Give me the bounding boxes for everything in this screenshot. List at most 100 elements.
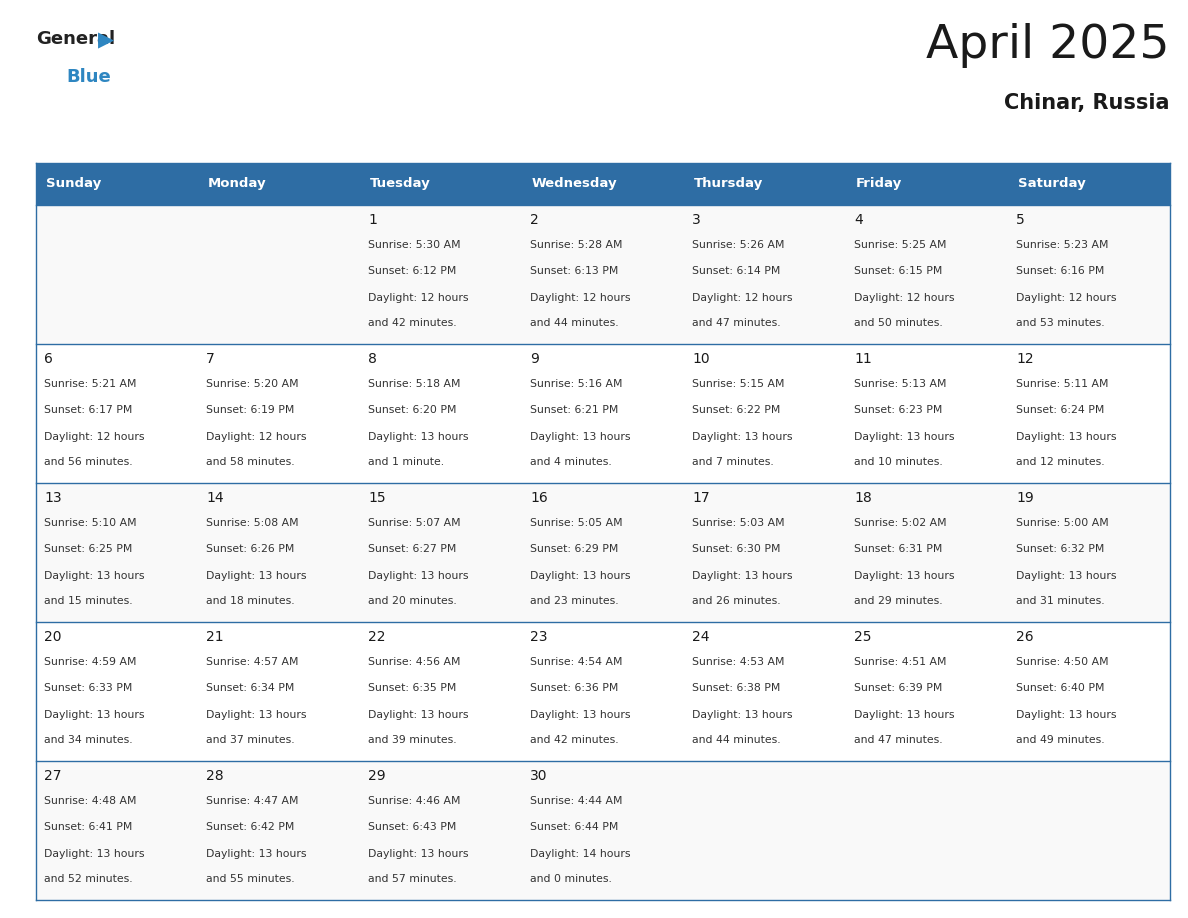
Text: and 15 minutes.: and 15 minutes. <box>44 596 133 606</box>
Text: Sunrise: 5:07 AM: Sunrise: 5:07 AM <box>368 518 461 528</box>
Text: 2: 2 <box>530 213 539 228</box>
Text: Sunrise: 5:05 AM: Sunrise: 5:05 AM <box>530 518 623 528</box>
Text: Sunrise: 4:44 AM: Sunrise: 4:44 AM <box>530 796 623 806</box>
Text: Daylight: 12 hours: Daylight: 12 hours <box>44 431 145 442</box>
Text: Thursday: Thursday <box>694 177 763 191</box>
Text: Sunday: Sunday <box>45 177 101 191</box>
Text: Daylight: 13 hours: Daylight: 13 hours <box>1016 710 1117 720</box>
Text: Sunset: 6:35 PM: Sunset: 6:35 PM <box>368 683 456 693</box>
Text: Sunrise: 4:47 AM: Sunrise: 4:47 AM <box>206 796 298 806</box>
Bar <box>36 163 1170 205</box>
Text: and 34 minutes.: and 34 minutes. <box>44 734 133 744</box>
Text: Daylight: 13 hours: Daylight: 13 hours <box>530 571 631 580</box>
Text: Daylight: 12 hours: Daylight: 12 hours <box>693 293 792 303</box>
Bar <box>36 761 1170 900</box>
Text: 8: 8 <box>368 353 377 366</box>
Text: and 53 minutes.: and 53 minutes. <box>1016 318 1105 328</box>
Text: Wednesday: Wednesday <box>532 177 618 191</box>
Text: 6: 6 <box>44 353 53 366</box>
Text: Sunset: 6:33 PM: Sunset: 6:33 PM <box>44 683 133 693</box>
Text: Sunset: 6:31 PM: Sunset: 6:31 PM <box>854 544 942 554</box>
Text: and 23 minutes.: and 23 minutes. <box>530 596 619 606</box>
Text: Sunset: 6:13 PM: Sunset: 6:13 PM <box>530 266 619 276</box>
Text: Sunset: 6:25 PM: Sunset: 6:25 PM <box>44 544 133 554</box>
Text: Sunrise: 5:21 AM: Sunrise: 5:21 AM <box>44 379 137 388</box>
Text: Sunrise: 5:11 AM: Sunrise: 5:11 AM <box>1016 379 1108 388</box>
Text: Sunrise: 5:26 AM: Sunrise: 5:26 AM <box>693 240 784 250</box>
Text: 24: 24 <box>693 631 709 644</box>
Text: and 42 minutes.: and 42 minutes. <box>530 734 619 744</box>
Text: Chinar, Russia: Chinar, Russia <box>1005 93 1170 113</box>
Text: 12: 12 <box>1016 353 1034 366</box>
Text: Sunrise: 5:28 AM: Sunrise: 5:28 AM <box>530 240 623 250</box>
Text: Daylight: 13 hours: Daylight: 13 hours <box>693 710 792 720</box>
Text: 22: 22 <box>368 631 386 644</box>
Text: 1: 1 <box>368 213 377 228</box>
Text: Sunset: 6:40 PM: Sunset: 6:40 PM <box>1016 683 1105 693</box>
Text: ▶: ▶ <box>97 30 114 50</box>
Text: Monday: Monday <box>208 177 266 191</box>
Text: Sunset: 6:38 PM: Sunset: 6:38 PM <box>693 683 781 693</box>
Text: and 0 minutes.: and 0 minutes. <box>530 874 612 884</box>
Text: Sunrise: 5:15 AM: Sunrise: 5:15 AM <box>693 379 784 388</box>
Text: Daylight: 13 hours: Daylight: 13 hours <box>368 431 468 442</box>
Text: 15: 15 <box>368 491 386 505</box>
Text: Sunrise: 4:50 AM: Sunrise: 4:50 AM <box>1016 656 1108 666</box>
Text: Daylight: 13 hours: Daylight: 13 hours <box>206 571 307 580</box>
Text: April 2025: April 2025 <box>927 23 1170 68</box>
Text: and 52 minutes.: and 52 minutes. <box>44 874 133 884</box>
Text: Sunrise: 5:23 AM: Sunrise: 5:23 AM <box>1016 240 1108 250</box>
Text: Daylight: 13 hours: Daylight: 13 hours <box>368 848 468 858</box>
Text: Sunset: 6:19 PM: Sunset: 6:19 PM <box>206 405 295 415</box>
Text: 16: 16 <box>530 491 548 505</box>
Text: and 50 minutes.: and 50 minutes. <box>854 318 943 328</box>
Text: Daylight: 12 hours: Daylight: 12 hours <box>206 431 307 442</box>
Text: 11: 11 <box>854 353 872 366</box>
Text: General: General <box>36 30 115 48</box>
Text: Sunrise: 5:20 AM: Sunrise: 5:20 AM <box>206 379 298 388</box>
Text: Daylight: 13 hours: Daylight: 13 hours <box>693 431 792 442</box>
Text: Daylight: 13 hours: Daylight: 13 hours <box>693 571 792 580</box>
Text: Sunset: 6:29 PM: Sunset: 6:29 PM <box>530 544 619 554</box>
Text: Sunset: 6:24 PM: Sunset: 6:24 PM <box>1016 405 1105 415</box>
Text: Daylight: 13 hours: Daylight: 13 hours <box>368 710 468 720</box>
Text: Sunset: 6:15 PM: Sunset: 6:15 PM <box>854 266 942 276</box>
Text: and 44 minutes.: and 44 minutes. <box>530 318 619 328</box>
Text: Sunset: 6:41 PM: Sunset: 6:41 PM <box>44 823 133 832</box>
Text: Sunrise: 5:16 AM: Sunrise: 5:16 AM <box>530 379 623 388</box>
Text: Sunrise: 5:02 AM: Sunrise: 5:02 AM <box>854 518 947 528</box>
Text: Sunrise: 5:10 AM: Sunrise: 5:10 AM <box>44 518 137 528</box>
Text: and 37 minutes.: and 37 minutes. <box>206 734 295 744</box>
Text: Daylight: 12 hours: Daylight: 12 hours <box>1016 293 1117 303</box>
Text: and 57 minutes.: and 57 minutes. <box>368 874 456 884</box>
Text: Daylight: 13 hours: Daylight: 13 hours <box>854 431 955 442</box>
Text: Daylight: 13 hours: Daylight: 13 hours <box>530 710 631 720</box>
Text: 26: 26 <box>1016 631 1034 644</box>
Text: Sunset: 6:36 PM: Sunset: 6:36 PM <box>530 683 619 693</box>
Text: 23: 23 <box>530 631 548 644</box>
Text: and 4 minutes.: and 4 minutes. <box>530 456 612 466</box>
Text: Daylight: 13 hours: Daylight: 13 hours <box>1016 571 1117 580</box>
Text: Sunset: 6:34 PM: Sunset: 6:34 PM <box>206 683 295 693</box>
Text: Sunrise: 4:57 AM: Sunrise: 4:57 AM <box>206 656 298 666</box>
Text: Sunrise: 5:30 AM: Sunrise: 5:30 AM <box>368 240 461 250</box>
Bar <box>36 205 1170 344</box>
Text: 14: 14 <box>206 491 223 505</box>
Text: Daylight: 13 hours: Daylight: 13 hours <box>206 710 307 720</box>
Text: 5: 5 <box>1016 213 1025 228</box>
Text: and 44 minutes.: and 44 minutes. <box>693 734 781 744</box>
Text: and 47 minutes.: and 47 minutes. <box>693 318 781 328</box>
Text: Sunset: 6:17 PM: Sunset: 6:17 PM <box>44 405 133 415</box>
Text: Blue: Blue <box>67 68 110 86</box>
Text: and 10 minutes.: and 10 minutes. <box>854 456 943 466</box>
Text: and 18 minutes.: and 18 minutes. <box>206 596 295 606</box>
Text: Daylight: 13 hours: Daylight: 13 hours <box>368 571 468 580</box>
Text: Sunrise: 5:08 AM: Sunrise: 5:08 AM <box>206 518 298 528</box>
Text: Daylight: 13 hours: Daylight: 13 hours <box>854 710 955 720</box>
Text: Sunrise: 4:59 AM: Sunrise: 4:59 AM <box>44 656 137 666</box>
Text: Daylight: 13 hours: Daylight: 13 hours <box>44 848 145 858</box>
Text: Sunrise: 4:51 AM: Sunrise: 4:51 AM <box>854 656 947 666</box>
Text: and 47 minutes.: and 47 minutes. <box>854 734 943 744</box>
Text: 20: 20 <box>44 631 62 644</box>
Text: and 55 minutes.: and 55 minutes. <box>206 874 295 884</box>
